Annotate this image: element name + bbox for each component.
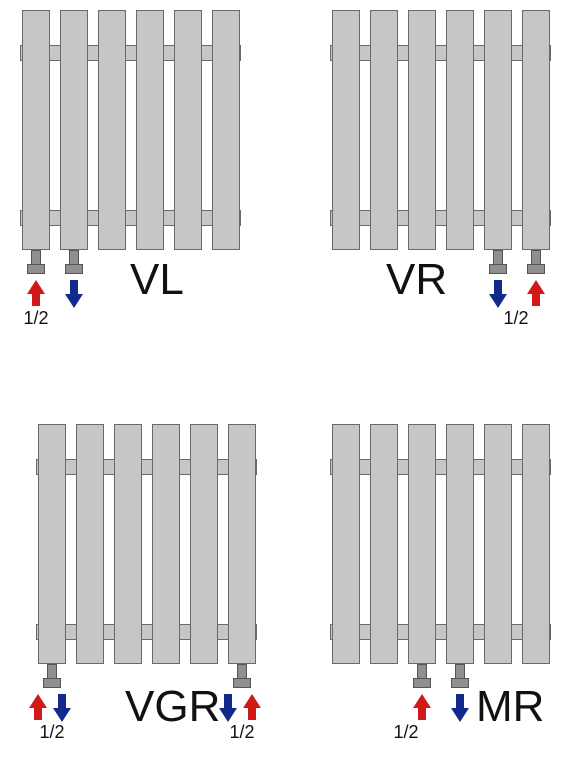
- collector-bar: [330, 624, 551, 640]
- collector-bar: [330, 210, 551, 226]
- radiator-fin: [38, 424, 66, 664]
- radiator-fin: [190, 424, 218, 664]
- collector-bar: [36, 459, 257, 475]
- cell-mr: 1/2 MR: [286, 384, 572, 767]
- cell-vgr: 1/2 1/2 VGR: [0, 384, 286, 767]
- cell-vl: 1/2 VL: [0, 0, 286, 384]
- radiator-fin: [370, 10, 398, 250]
- variant-label-vgr: VGR: [125, 682, 220, 732]
- radiator-fin: [484, 10, 512, 250]
- collector-bar: [330, 459, 551, 475]
- radiator-fin: [174, 10, 202, 250]
- connection-size-label: 1/2: [24, 308, 49, 329]
- radiator-fin: [446, 10, 474, 250]
- red-arrow-up-icon: [29, 694, 47, 708]
- connection-size-label: 1/2: [230, 722, 255, 743]
- variant-label-vl: VL: [130, 255, 184, 305]
- variant-label-vr: VR: [386, 255, 447, 305]
- radiator-fin: [212, 10, 240, 250]
- radiator-fin: [332, 424, 360, 664]
- radiator-fin: [370, 424, 398, 664]
- red-arrow-up-icon: [243, 694, 261, 708]
- radiator-fin: [136, 10, 164, 250]
- diagram-grid: 1/2 VL 1/2 VR 1/2 1/2 VGR 1/2 MR: [0, 0, 572, 767]
- radiator-fin: [22, 10, 50, 250]
- radiator-fin: [228, 424, 256, 664]
- radiator-fin: [522, 10, 550, 250]
- collector-bar: [36, 624, 257, 640]
- red-arrow-up-icon: [413, 694, 431, 708]
- radiator-fin: [60, 10, 88, 250]
- blue-arrow-down-icon: [53, 708, 71, 722]
- radiator-fin: [522, 424, 550, 664]
- red-arrow-up-icon: [27, 280, 45, 294]
- blue-arrow-down-icon: [219, 708, 237, 722]
- blue-arrow-down-icon: [489, 294, 507, 308]
- radiator-fin: [446, 424, 474, 664]
- blue-arrow-down-icon: [65, 294, 83, 308]
- radiator-fin: [152, 424, 180, 664]
- variant-label-mr: MR: [476, 682, 544, 732]
- radiator-fin: [408, 10, 436, 250]
- connection-size-label: 1/2: [504, 308, 529, 329]
- radiator-fin: [484, 424, 512, 664]
- collector-bar: [20, 45, 241, 61]
- radiator-fin: [114, 424, 142, 664]
- blue-arrow-down-icon: [451, 708, 469, 722]
- collector-bar: [20, 210, 241, 226]
- collector-bar: [330, 45, 551, 61]
- radiator-fin: [76, 424, 104, 664]
- cell-vr: 1/2 VR: [286, 0, 572, 384]
- radiator-fin: [98, 10, 126, 250]
- connection-size-label: 1/2: [40, 722, 65, 743]
- radiator-fin: [408, 424, 436, 664]
- red-arrow-up-icon: [527, 280, 545, 294]
- radiator-fin: [332, 10, 360, 250]
- connection-size-label: 1/2: [394, 722, 419, 743]
